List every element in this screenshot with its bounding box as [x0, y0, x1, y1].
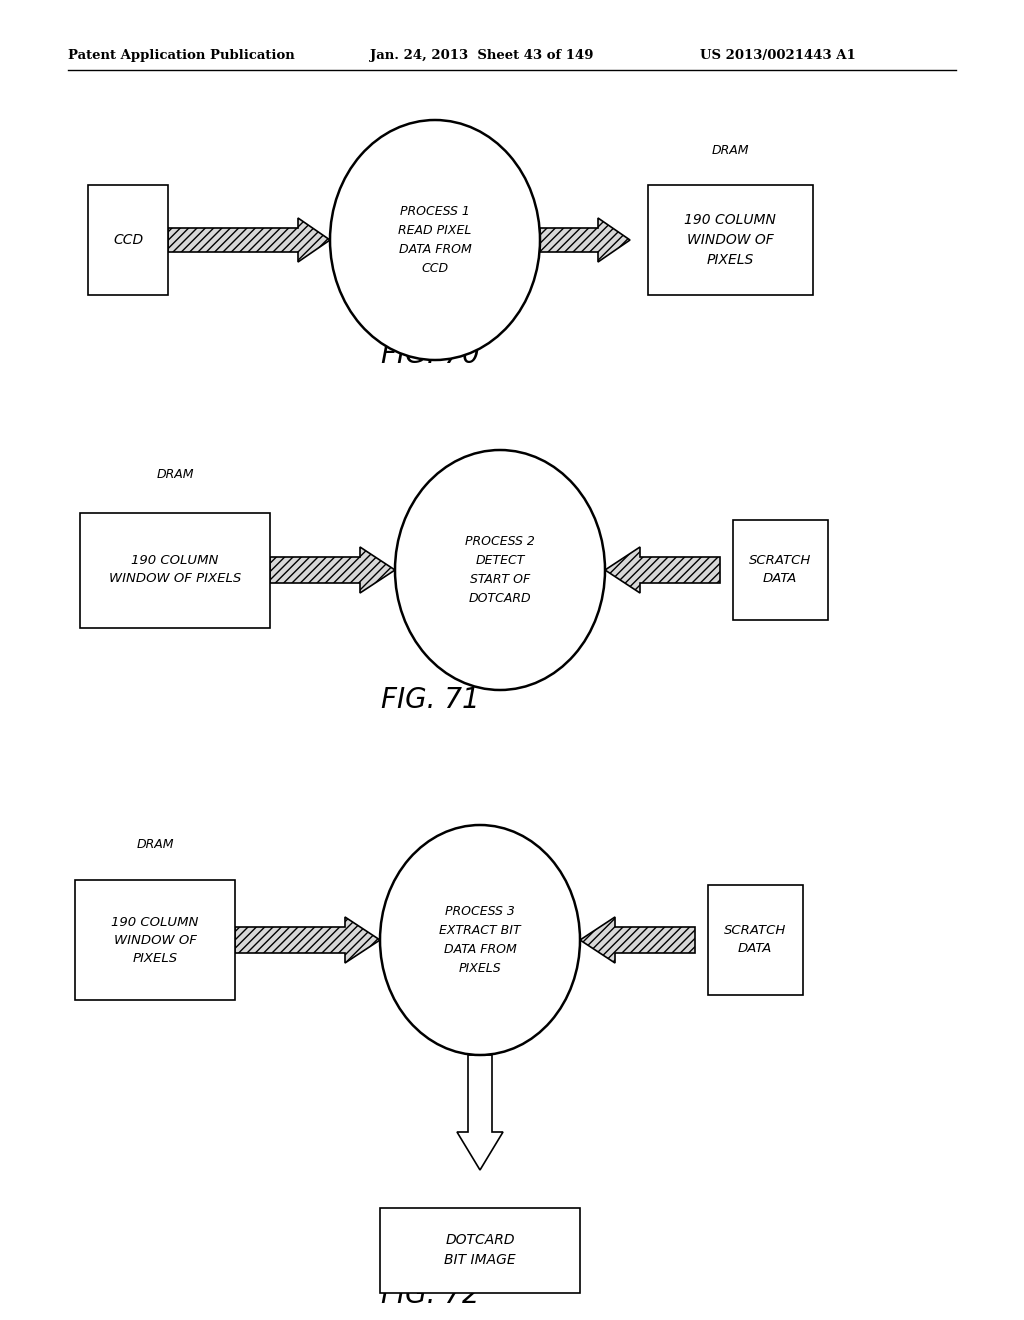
Polygon shape [605, 546, 720, 593]
FancyBboxPatch shape [75, 880, 234, 1001]
Text: 190 COLUMN
WINDOW OF
PIXELS: 190 COLUMN WINDOW OF PIXELS [684, 214, 776, 267]
Polygon shape [270, 546, 395, 593]
Text: DRAM: DRAM [157, 469, 194, 482]
FancyBboxPatch shape [80, 512, 270, 627]
Text: PROCESS 1
READ PIXEL
DATA FROM
CCD: PROCESS 1 READ PIXEL DATA FROM CCD [398, 205, 472, 275]
Ellipse shape [330, 120, 540, 360]
FancyBboxPatch shape [708, 884, 803, 995]
Ellipse shape [380, 825, 580, 1055]
Text: DOTCARD
BIT IMAGE: DOTCARD BIT IMAGE [444, 1233, 516, 1267]
FancyBboxPatch shape [647, 185, 812, 294]
FancyBboxPatch shape [380, 1208, 580, 1292]
Text: CCD: CCD [113, 234, 143, 247]
Text: FIG. 71: FIG. 71 [381, 686, 479, 714]
Text: FIG. 72: FIG. 72 [381, 1280, 479, 1309]
FancyBboxPatch shape [732, 520, 827, 620]
Polygon shape [457, 1055, 503, 1170]
Text: Jan. 24, 2013  Sheet 43 of 149: Jan. 24, 2013 Sheet 43 of 149 [370, 49, 594, 62]
Text: DRAM: DRAM [136, 838, 174, 851]
Polygon shape [168, 218, 330, 261]
Text: US 2013/0021443 A1: US 2013/0021443 A1 [700, 49, 856, 62]
FancyBboxPatch shape [88, 185, 168, 294]
Text: SCRATCH
DATA: SCRATCH DATA [749, 554, 811, 586]
Ellipse shape [395, 450, 605, 690]
Polygon shape [580, 917, 695, 964]
Text: FIG. 70: FIG. 70 [381, 341, 479, 370]
Text: SCRATCH
DATA: SCRATCH DATA [724, 924, 786, 956]
Text: PROCESS 2
DETECT
START OF
DOTCARD: PROCESS 2 DETECT START OF DOTCARD [465, 535, 535, 605]
Polygon shape [234, 917, 380, 964]
Text: 190 COLUMN
WINDOW OF PIXELS: 190 COLUMN WINDOW OF PIXELS [109, 554, 241, 586]
Text: Patent Application Publication: Patent Application Publication [68, 49, 295, 62]
Polygon shape [540, 218, 630, 261]
Text: DRAM: DRAM [712, 144, 749, 157]
Text: 190 COLUMN
WINDOW OF
PIXELS: 190 COLUMN WINDOW OF PIXELS [112, 916, 199, 965]
Text: PROCESS 3
EXTRACT BIT
DATA FROM
PIXELS: PROCESS 3 EXTRACT BIT DATA FROM PIXELS [439, 906, 521, 975]
